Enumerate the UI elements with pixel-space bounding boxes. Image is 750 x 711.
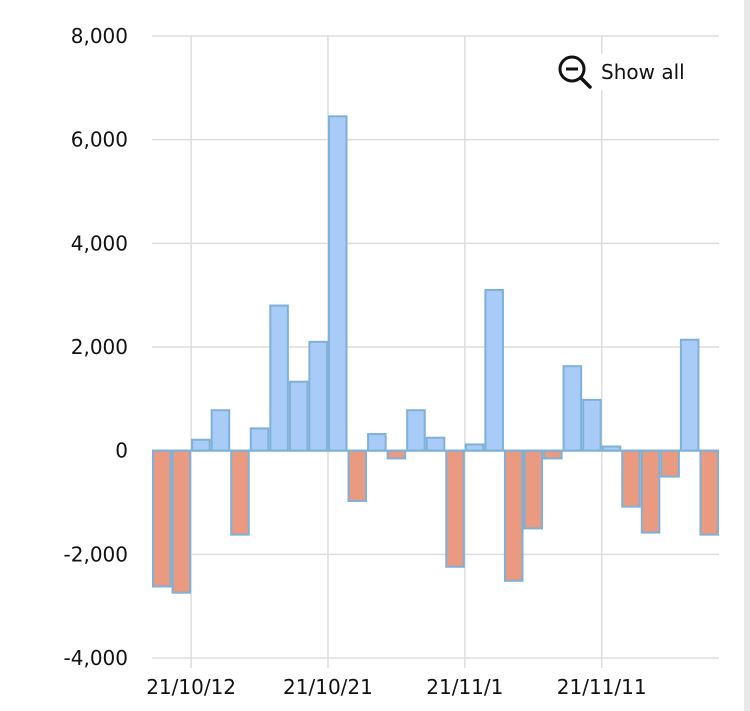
x-tick-label: 21/11/1 bbox=[426, 675, 503, 699]
bar-positive bbox=[210, 409, 231, 452]
zoom-out-icon bbox=[558, 55, 592, 89]
y-tick-label: 8,000 bbox=[71, 24, 128, 48]
bar-negative bbox=[640, 449, 661, 534]
bar-negative bbox=[543, 449, 563, 460]
bar-positive bbox=[562, 365, 583, 452]
bar-positive bbox=[191, 438, 211, 452]
y-tick-label: -4,000 bbox=[64, 646, 128, 670]
bar-negative bbox=[347, 449, 368, 502]
bar-positive bbox=[308, 340, 328, 452]
y-tick-label: 6,000 bbox=[71, 128, 128, 152]
bar-positive bbox=[425, 436, 446, 452]
bar-negative bbox=[523, 449, 544, 530]
bar-negative bbox=[386, 449, 407, 460]
y-tick-label: -2,000 bbox=[64, 542, 128, 566]
bar-negative bbox=[152, 449, 172, 588]
y-tick-label: 2,000 bbox=[71, 335, 128, 359]
bar-positive bbox=[269, 304, 289, 452]
y-tick-label: 0 bbox=[115, 439, 128, 463]
bar-negative bbox=[621, 449, 641, 508]
bar-negative bbox=[171, 449, 192, 594]
bar-positive bbox=[679, 338, 700, 452]
bar-positive bbox=[484, 288, 504, 452]
x-tick-label: 21/10/12 bbox=[146, 675, 236, 699]
bar-positive bbox=[582, 398, 602, 452]
bar-negative bbox=[699, 449, 720, 536]
x-tick-label: 21/11/11 bbox=[557, 675, 647, 699]
bar-positive bbox=[367, 433, 387, 452]
show-all-button[interactable]: Show all bbox=[553, 54, 689, 90]
bar-positive bbox=[327, 115, 348, 452]
bar-negative bbox=[503, 449, 524, 582]
bar-negative bbox=[230, 449, 250, 536]
bar-positive bbox=[406, 409, 426, 452]
y-tick-label: 4,000 bbox=[71, 231, 128, 255]
bar-positive bbox=[249, 427, 270, 452]
bar-negative bbox=[660, 449, 680, 478]
bar-positive bbox=[288, 380, 309, 452]
bar-negative bbox=[445, 449, 465, 568]
scrollbar-edge bbox=[744, 0, 750, 711]
show-all-label: Show all bbox=[601, 60, 685, 84]
x-tick-label: 21/10/21 bbox=[283, 675, 373, 699]
